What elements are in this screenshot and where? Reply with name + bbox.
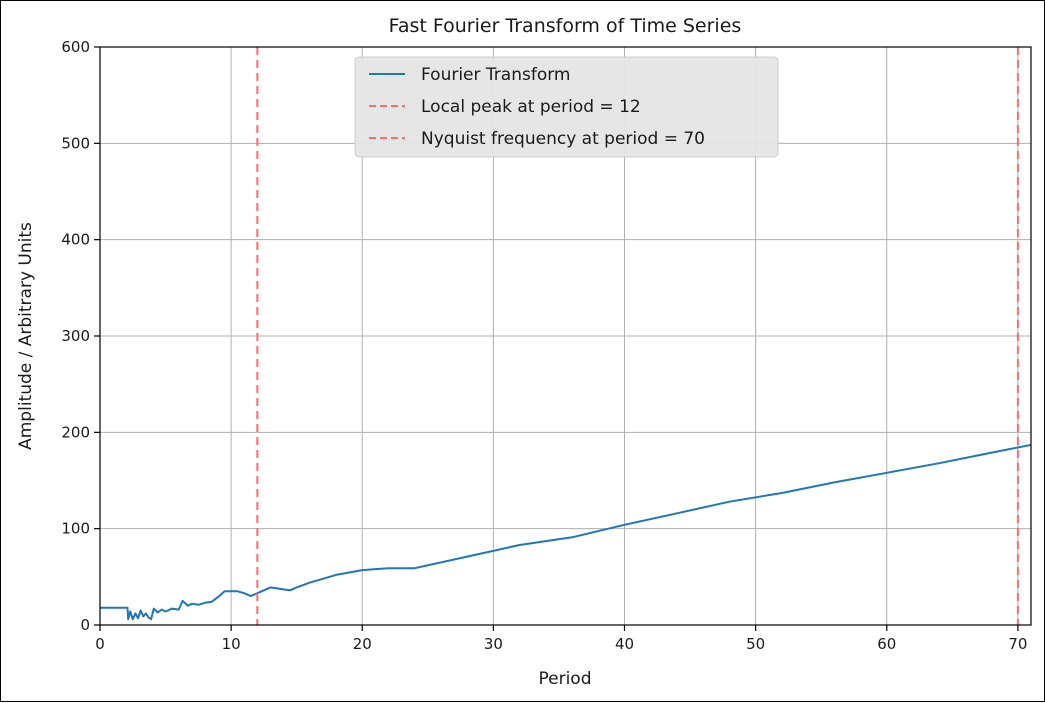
y-tick-label-600: 600 <box>61 38 90 56</box>
y-tick-label-100: 100 <box>61 520 90 538</box>
y-tick-label-300: 300 <box>61 327 90 345</box>
chart-title: Fast Fourier Transform of Time Series <box>389 15 742 37</box>
y-axis-title: Amplitude / Arbitrary Units <box>16 222 36 450</box>
x-tick-label-60: 60 <box>877 635 896 653</box>
x-tick-label-0: 0 <box>95 635 105 653</box>
legend-box <box>354 56 779 158</box>
x-tick-label-30: 30 <box>484 635 503 653</box>
y-tick-label-200: 200 <box>61 423 90 441</box>
x-tick-label-20: 20 <box>353 635 372 653</box>
y-tick-label-400: 400 <box>61 231 90 249</box>
x-axis-title: Period <box>538 669 591 689</box>
x-tick-label-50: 50 <box>746 635 765 653</box>
legend-label-nyquist: Nyquist frequency at period = 70 <box>421 129 705 149</box>
tick-layer: 0 10 20 30 40 50 60 70 0 100 200 300 400 500 600 <box>61 38 1027 653</box>
legend-label-local-peak: Local peak at period = 12 <box>421 97 641 117</box>
data-layer <box>100 47 1032 625</box>
legend-label-fourier: Fourier Transform <box>421 65 570 85</box>
y-tick-label-500: 500 <box>61 134 90 152</box>
fourier-transform-line <box>100 443 1032 621</box>
x-tick-label-70: 70 <box>1008 635 1027 653</box>
y-tick-label-0: 0 <box>80 616 90 634</box>
legend: Fourier Transform Local peak at period =… <box>354 56 779 158</box>
x-tick-label-40: 40 <box>615 635 634 653</box>
x-tick-label-10: 10 <box>222 635 241 653</box>
